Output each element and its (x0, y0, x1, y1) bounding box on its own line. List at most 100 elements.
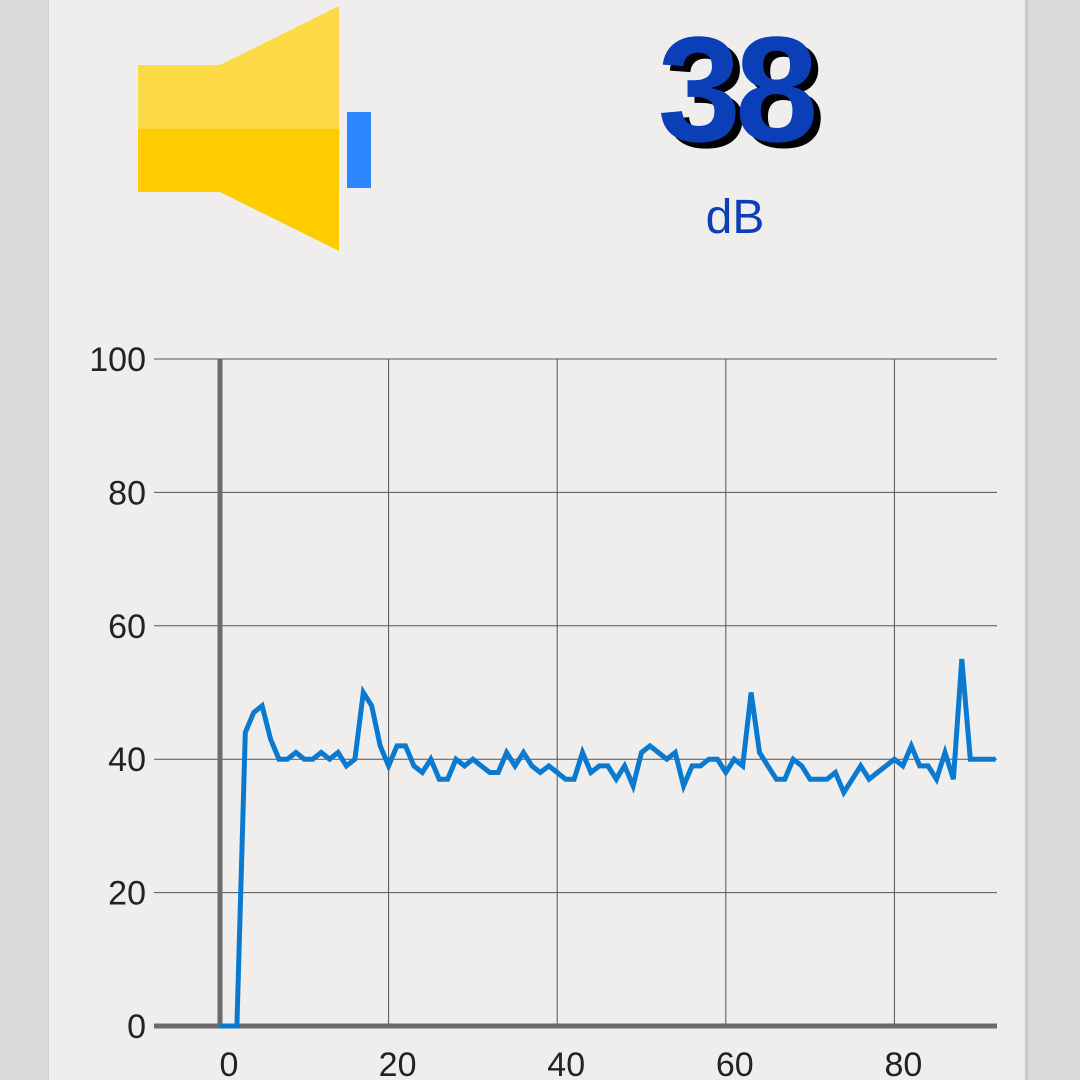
speaker-volume-icon (138, 6, 371, 251)
data-point-72 (826, 778, 828, 780)
data-point-66 (775, 778, 777, 780)
data-point-29 (463, 765, 465, 767)
x-tick-label-40: 40 (547, 1046, 585, 1080)
data-point-30 (472, 758, 474, 760)
chart-series (219, 658, 997, 1029)
data-point-75 (851, 778, 853, 780)
y-tick-label-100: 100 (89, 341, 146, 379)
data-point-41 (565, 778, 567, 780)
y-tick-label-0: 0 (127, 1008, 146, 1046)
data-point-86 (944, 752, 946, 754)
data-point-28 (455, 758, 457, 760)
data-point-80 (893, 758, 895, 760)
data-point-24 (421, 772, 423, 774)
data-point-64 (759, 752, 761, 754)
x-tick-label-60: 60 (716, 1046, 754, 1080)
data-point-51 (649, 745, 651, 747)
data-point-0 (219, 1025, 221, 1027)
data-point-20 (388, 765, 390, 767)
data-point-37 (531, 765, 533, 767)
data-point-61 (733, 758, 735, 760)
data-point-18 (371, 705, 373, 707)
data-point-21 (396, 745, 398, 747)
data-point-92 (995, 758, 997, 760)
x-tick-label-80: 80 (884, 1046, 922, 1080)
speaker-highlight (138, 6, 339, 129)
data-point-68 (792, 758, 794, 760)
data-point-87 (952, 778, 954, 780)
data-point-83 (919, 765, 921, 767)
data-point-17 (362, 692, 364, 693)
data-point-9 (295, 752, 297, 754)
data-point-31 (480, 765, 482, 767)
data-point-3 (244, 732, 246, 734)
data-point-40 (556, 772, 558, 774)
data-point-78 (877, 772, 879, 774)
data-point-53 (666, 758, 668, 760)
data-point-88 (961, 658, 963, 660)
data-point-8 (286, 758, 288, 760)
data-point-36 (522, 752, 524, 754)
data-point-67 (784, 778, 786, 780)
data-point-13 (329, 758, 331, 760)
data-point-85 (936, 778, 938, 780)
data-point-39 (548, 765, 550, 767)
data-point-79 (885, 765, 887, 767)
data-point-15 (345, 765, 347, 767)
data-point-70 (809, 778, 811, 780)
data-point-12 (320, 752, 322, 754)
data-point-16 (354, 758, 356, 760)
y-tick-label-20: 20 (108, 875, 146, 913)
data-point-45 (598, 765, 600, 767)
data-point-32 (489, 772, 491, 774)
data-point-90 (978, 758, 980, 760)
data-point-7 (278, 758, 280, 760)
data-point-43 (581, 752, 583, 754)
y-tick-label-40: 40 (108, 741, 146, 779)
series-line-0 (220, 658, 996, 1029)
y-tick-label-80: 80 (108, 474, 146, 512)
data-point-56 (691, 765, 693, 767)
data-point-10 (303, 758, 305, 760)
data-point-84 (927, 765, 929, 767)
data-point-46 (607, 765, 609, 767)
data-point-58 (708, 758, 710, 760)
data-point-65 (767, 765, 769, 767)
data-point-81 (902, 765, 904, 767)
chart-grid (154, 358, 997, 1026)
data-point-54 (674, 752, 676, 754)
data-point-38 (539, 772, 541, 774)
data-point-77 (868, 778, 870, 780)
data-point-4 (253, 712, 255, 714)
data-point-5 (261, 705, 263, 707)
data-point-22 (404, 745, 406, 747)
data-point-27 (447, 778, 449, 780)
data-point-23 (413, 765, 415, 767)
decibel-unit: dB (705, 191, 765, 244)
data-point-60 (725, 772, 727, 774)
chart-tick-labels: 0 20 40 60 80 100 0 20 40 60 80 (89, 341, 922, 1080)
data-point-89 (969, 758, 971, 760)
sound-wave-bar (347, 112, 371, 188)
data-point-52 (657, 752, 659, 754)
data-point-34 (506, 752, 508, 754)
data-point-69 (801, 765, 803, 767)
data-point-33 (497, 772, 499, 774)
data-point-44 (590, 772, 592, 774)
y-tick-label-60: 60 (108, 608, 146, 646)
decibel-reading: 38 dB (600, 14, 870, 242)
data-point-59 (716, 758, 718, 760)
x-tick-label-0: 0 (220, 1046, 239, 1080)
data-point-14 (337, 752, 339, 754)
data-point-63 (750, 692, 752, 693)
data-point-19 (379, 745, 381, 747)
data-point-35 (514, 765, 516, 767)
data-point-25 (430, 758, 432, 760)
data-point-48 (624, 765, 626, 767)
data-point-47 (615, 778, 617, 780)
data-point-91 (986, 758, 988, 760)
speaker-body (138, 6, 339, 251)
data-point-11 (312, 758, 314, 760)
data-point-62 (742, 765, 744, 767)
